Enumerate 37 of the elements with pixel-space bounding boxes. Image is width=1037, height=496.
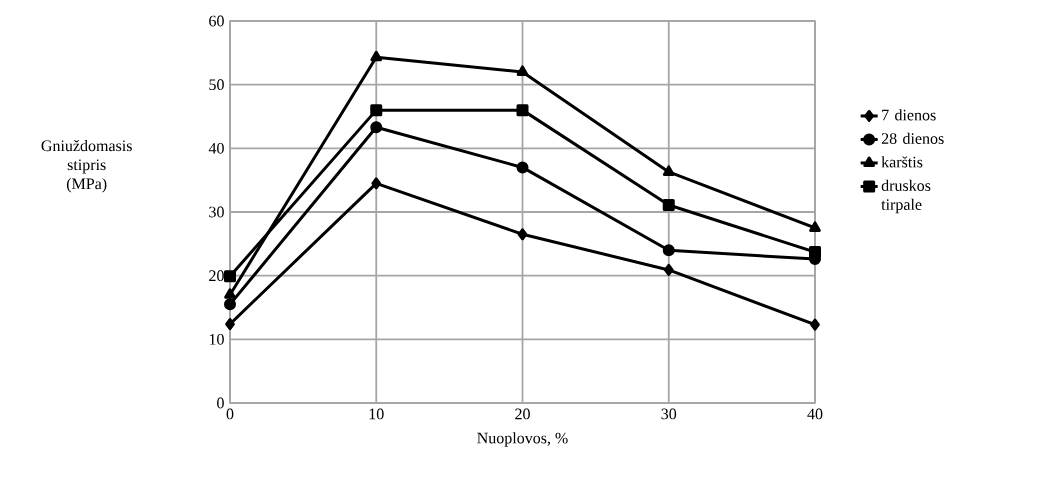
y-tick-label: 10 bbox=[209, 333, 224, 345]
point bbox=[370, 121, 383, 134]
point bbox=[370, 50, 383, 62]
point bbox=[516, 65, 529, 76]
point bbox=[662, 165, 675, 176]
x-axis-title: Nuoplovos, % bbox=[477, 432, 568, 447]
point bbox=[224, 270, 236, 283]
point bbox=[810, 318, 820, 331]
y-tick-label: 0 bbox=[217, 397, 224, 409]
x-tick-label: 0 bbox=[226, 408, 234, 420]
point bbox=[809, 221, 821, 232]
point bbox=[370, 104, 383, 117]
y-tick-label: 30 bbox=[209, 206, 224, 218]
point bbox=[663, 263, 674, 276]
point bbox=[224, 288, 236, 299]
y-tick-label: 40 bbox=[208, 142, 224, 154]
y-tick-label: 60 bbox=[209, 15, 224, 27]
x-tick-label: 20 bbox=[515, 408, 530, 420]
legend-label: druskos tirpale bbox=[881, 179, 931, 214]
y-tick-label: 20 bbox=[209, 270, 224, 282]
x-tick-label: 30 bbox=[661, 408, 677, 420]
legend-label: 28 dienos bbox=[881, 132, 944, 144]
point bbox=[662, 244, 675, 257]
y-axis-title: Gniuždomasis stipris (MPa) bbox=[41, 139, 132, 193]
x-tick-label: 40 bbox=[807, 408, 823, 420]
point bbox=[809, 246, 821, 259]
legend-label: karštis bbox=[881, 156, 923, 168]
legend-label: 7 dienos bbox=[882, 109, 936, 121]
point bbox=[516, 161, 529, 174]
point bbox=[517, 228, 528, 241]
point bbox=[224, 298, 236, 311]
point bbox=[516, 104, 529, 117]
point bbox=[371, 177, 382, 190]
point bbox=[662, 199, 675, 211]
point bbox=[225, 318, 235, 331]
x-tick-label: 10 bbox=[369, 408, 384, 420]
y-tick-label: 50 bbox=[209, 79, 224, 91]
